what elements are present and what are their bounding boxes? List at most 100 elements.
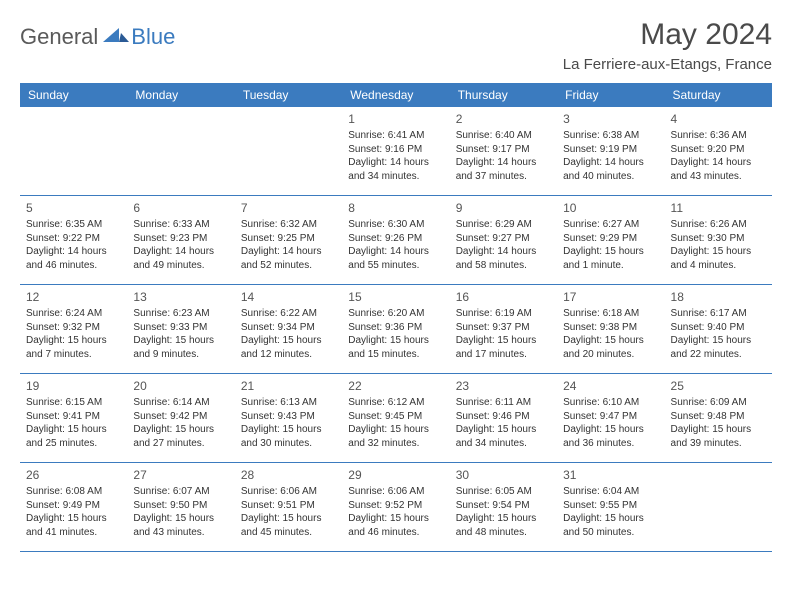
day-number: 17 [563,289,658,305]
day-number: 27 [133,467,228,483]
day-number: 4 [671,111,766,127]
day-cell-empty [20,107,127,195]
sunrise-line: Sunrise: 6:22 AM [241,307,336,321]
week-row: 12Sunrise: 6:24 AMSunset: 9:32 PMDayligh… [20,285,772,374]
daylight-line: Daylight: 15 hours and 22 minutes. [671,334,766,361]
day-cell: 28Sunrise: 6:06 AMSunset: 9:51 PMDayligh… [235,463,342,551]
daylight-line: Daylight: 15 hours and 39 minutes. [671,423,766,450]
sunset-line: Sunset: 9:48 PM [671,410,766,424]
day-number: 10 [563,200,658,216]
sunset-line: Sunset: 9:20 PM [671,143,766,157]
daylight-line: Daylight: 14 hours and 52 minutes. [241,245,336,272]
sunrise-line: Sunrise: 6:19 AM [456,307,551,321]
sunset-line: Sunset: 9:22 PM [26,232,121,246]
daylight-line: Daylight: 14 hours and 46 minutes. [26,245,121,272]
day-cell: 20 Sunrise: 6:14 AMSunset: 9:42 PMDayligh… [127,374,234,462]
sunrise-line: Sunrise: 6:32 AM [241,218,336,232]
sunrise-line: Sunrise: 6:17 AM [671,307,766,321]
daylight-line: Daylight: 15 hours and 45 minutes. [241,512,336,539]
day-number: 20 [133,378,228,394]
sunset-line: Sunset: 9:19 PM [563,143,658,157]
sunrise-line: Sunrise: 6:23 AM [133,307,228,321]
daylight-line: Daylight: 15 hours and 34 minutes. [456,423,551,450]
day-cell-empty [665,463,772,551]
day-cell: 27Sunrise: 6:07 AMSunset: 9:50 PMDayligh… [127,463,234,551]
logo-triangle-icon [103,26,129,49]
sunset-line: Sunset: 9:50 PM [133,499,228,513]
day-cell: 6Sunrise: 6:33 AMSunset: 9:23 PMDaylight… [127,196,234,284]
day-number: 23 [456,378,551,394]
sunset-line: Sunset: 9:47 PM [563,410,658,424]
day-cell: 5Sunrise: 6:35 AMSunset: 9:22 PMDaylight… [20,196,127,284]
day-cell: 24Sunrise: 6:10 AMSunset: 9:47 PMDayligh… [557,374,664,462]
sunrise-line: Sunrise: 6:24 AM [26,307,121,321]
calendar: SundayMondayTuesdayWednesdayThursdayFrid… [20,83,772,552]
day-number: 24 [563,378,658,394]
daylight-line: Daylight: 14 hours and 58 minutes. [456,245,551,272]
daylight-line: Daylight: 15 hours and 27 minutes. [133,423,228,450]
day-number: 30 [456,467,551,483]
sunrise-line: Sunrise: 6:07 AM [133,485,228,499]
sunset-line: Sunset: 9:38 PM [563,321,658,335]
daylight-line: Daylight: 15 hours and 17 minutes. [456,334,551,361]
sunrise-line: Sunrise: 6:27 AM [563,218,658,232]
sunset-line: Sunset: 9:26 PM [348,232,443,246]
day-cell: 13Sunrise: 6:23 AMSunset: 9:33 PMDayligh… [127,285,234,373]
sunrise-line: Sunrise: 6:29 AM [456,218,551,232]
day-number: 14 [241,289,336,305]
day-cell: 18Sunrise: 6:17 AMSunset: 9:40 PMDayligh… [665,285,772,373]
day-cell: 17Sunrise: 6:18 AMSunset: 9:38 PMDayligh… [557,285,664,373]
sunset-line: Sunset: 9:17 PM [456,143,551,157]
sunrise-line: Sunrise: 6:06 AM [241,485,336,499]
daylight-line: Daylight: 14 hours and 43 minutes. [671,156,766,183]
sunset-line: Sunset: 9:42 PM [133,410,228,424]
day-number: 31 [563,467,658,483]
day-number: 18 [671,289,766,305]
daylight-line: Daylight: 15 hours and 30 minutes. [241,423,336,450]
day-number: 28 [241,467,336,483]
sunset-line: Sunset: 9:34 PM [241,321,336,335]
sunrise-line: Sunrise: 6:14 AM [133,396,228,410]
sunset-line: Sunset: 9:37 PM [456,321,551,335]
day-number: 22 [348,378,443,394]
sunset-line: Sunset: 9:45 PM [348,410,443,424]
day-number: 25 [671,378,766,394]
day-header: Friday [557,83,664,107]
daylight-line: Daylight: 15 hours and 46 minutes. [348,512,443,539]
sunrise-line: Sunrise: 6:18 AM [563,307,658,321]
sunset-line: Sunset: 9:43 PM [241,410,336,424]
day-number: 11 [671,200,766,216]
daylight-line: Daylight: 15 hours and 50 minutes. [563,512,658,539]
day-number: 5 [26,200,121,216]
sunrise-line: Sunrise: 6:20 AM [348,307,443,321]
day-cell: 26Sunrise: 6:08 AMSunset: 9:49 PMDayligh… [20,463,127,551]
day-header: Saturday [665,83,772,107]
daylight-line: Daylight: 15 hours and 1 minute. [563,245,658,272]
day-cell: 31Sunrise: 6:04 AMSunset: 9:55 PMDayligh… [557,463,664,551]
sunset-line: Sunset: 9:52 PM [348,499,443,513]
day-number: 8 [348,200,443,216]
day-number: 21 [241,378,336,394]
day-cell: 3Sunrise: 6:38 AMSunset: 9:19 PMDaylight… [557,107,664,195]
daylight-line: Daylight: 14 hours and 34 minutes. [348,156,443,183]
sunrise-line: Sunrise: 6:05 AM [456,485,551,499]
day-cell: 15Sunrise: 6:20 AMSunset: 9:36 PMDayligh… [342,285,449,373]
sunset-line: Sunset: 9:27 PM [456,232,551,246]
month-title: May 2024 [563,18,772,52]
day-number: 3 [563,111,658,127]
day-number: 1 [348,111,443,127]
logo-text-blue: Blue [131,24,175,50]
day-header: Thursday [450,83,557,107]
day-cell: 22Sunrise: 6:12 AMSunset: 9:45 PMDayligh… [342,374,449,462]
day-header: Sunday [20,83,127,107]
sunset-line: Sunset: 9:29 PM [563,232,658,246]
day-cell: 4Sunrise: 6:36 AMSunset: 9:20 PMDaylight… [665,107,772,195]
day-cell: 21Sunrise: 6:13 AMSunset: 9:43 PMDayligh… [235,374,342,462]
sunrise-line: Sunrise: 6:26 AM [671,218,766,232]
logo-text-general: General [20,24,98,50]
day-cell-empty [127,107,234,195]
day-cell: 29Sunrise: 6:06 AMSunset: 9:52 PMDayligh… [342,463,449,551]
daylight-line: Daylight: 15 hours and 36 minutes. [563,423,658,450]
sunset-line: Sunset: 9:41 PM [26,410,121,424]
week-row: 26Sunrise: 6:08 AMSunset: 9:49 PMDayligh… [20,463,772,552]
